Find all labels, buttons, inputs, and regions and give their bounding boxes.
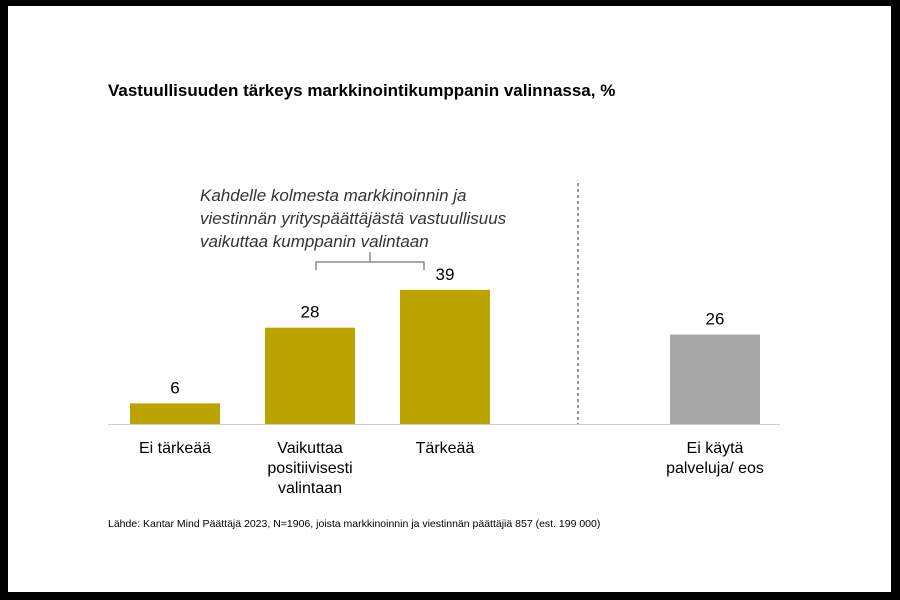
source-note: Lähde: Kantar Mind Päättäjä 2023, N=1906… <box>108 518 600 530</box>
category-label: valintaan <box>278 480 342 497</box>
annotation: Kahdelle kolmesta markkinoinnin ja viesti… <box>200 186 507 251</box>
bar <box>265 327 355 424</box>
annotation-line: vaikuttaa kumppanin valintaan <box>200 232 429 251</box>
data-label: 39 <box>436 265 455 284</box>
data-label: 28 <box>301 303 320 322</box>
bar <box>670 334 760 424</box>
data-label: 6 <box>170 378 179 397</box>
chart-title: Vastuullisuuden tärkeys markkinointikump… <box>108 81 615 100</box>
category-label: positiivisesti <box>267 460 352 477</box>
data-label: 26 <box>706 310 725 329</box>
bar <box>130 403 220 424</box>
category-label: palveluja/ eos <box>666 460 764 477</box>
annotation-bracket <box>315 252 425 270</box>
annotation-line: Kahdelle kolmesta markkinoinnin ja <box>200 186 466 205</box>
category-label: Tärkeää <box>416 440 475 457</box>
category-label: Ei tärkeää <box>139 440 211 457</box>
annotation-line: viestinnän yrityspäättäjästä vastuullisu… <box>200 209 507 228</box>
category-label: Ei käytä <box>687 440 744 457</box>
category-label: Vaikuttaa <box>277 440 343 457</box>
bar <box>400 289 490 424</box>
